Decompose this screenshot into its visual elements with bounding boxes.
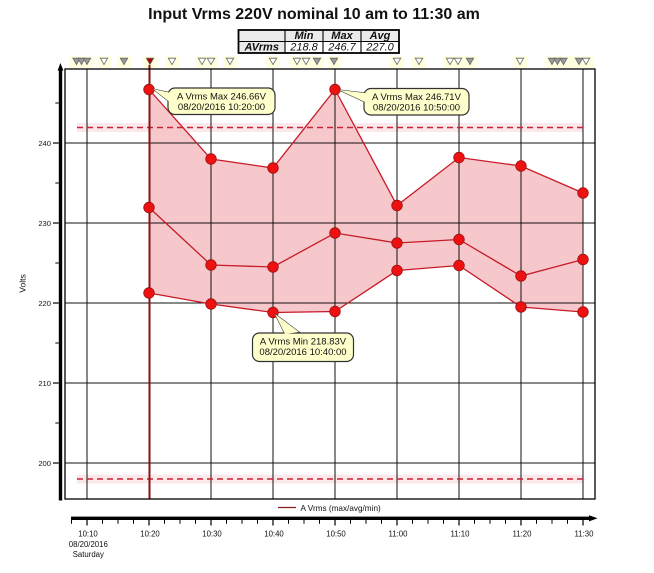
svg-text:Volts: Volts	[18, 274, 28, 292]
svg-text:10:30: 10:30	[202, 530, 222, 539]
svg-text:Min: Min	[295, 30, 314, 42]
svg-text:10:40: 10:40	[264, 530, 284, 539]
svg-text:A Vrms Max 246.66V: A Vrms Max 246.66V	[177, 92, 267, 103]
svg-text:210: 210	[38, 379, 51, 388]
svg-text:AVrms: AVrms	[244, 42, 279, 54]
svg-text:10:20: 10:20	[140, 530, 160, 539]
svg-text:240: 240	[38, 139, 51, 148]
svg-text:Avg: Avg	[369, 30, 391, 42]
svg-text:11:20: 11:20	[513, 530, 533, 539]
svg-text:08/20/2016 10:20:00: 08/20/2016 10:20:00	[178, 102, 265, 113]
svg-text:10:50: 10:50	[326, 530, 346, 539]
svg-text:A Vrms Min 218.83V: A Vrms Min 218.83V	[260, 337, 347, 348]
svg-text:Max: Max	[331, 30, 353, 42]
svg-text:10:10: 10:10	[78, 530, 98, 539]
svg-text:A Vrms (max/avg/min): A Vrms (max/avg/min)	[301, 504, 381, 513]
svg-text:227.0: 227.0	[365, 42, 394, 54]
svg-text:11:10: 11:10	[451, 530, 471, 539]
svg-text:11:30: 11:30	[575, 530, 595, 539]
svg-text:Input Vrms 220V nominal 10 am: Input Vrms 220V nominal 10 am to 11:30 a…	[148, 6, 480, 23]
svg-text:A Vrms Max 246.71V: A Vrms Max 246.71V	[372, 92, 462, 103]
svg-text:246.7: 246.7	[327, 42, 356, 54]
svg-text:200: 200	[38, 459, 51, 468]
svg-text:08/20/2016 10:50:00: 08/20/2016 10:50:00	[373, 103, 460, 114]
svg-text:220: 220	[38, 299, 51, 308]
svg-text:218.8: 218.8	[289, 42, 318, 54]
svg-text:11:00: 11:00	[389, 530, 409, 539]
svg-text:Saturday: Saturday	[73, 550, 104, 559]
svg-text:08/20/2016: 08/20/2016	[69, 540, 108, 549]
svg-text:230: 230	[38, 219, 51, 228]
svg-text:08/20/2016 10:40:00: 08/20/2016 10:40:00	[259, 347, 346, 358]
